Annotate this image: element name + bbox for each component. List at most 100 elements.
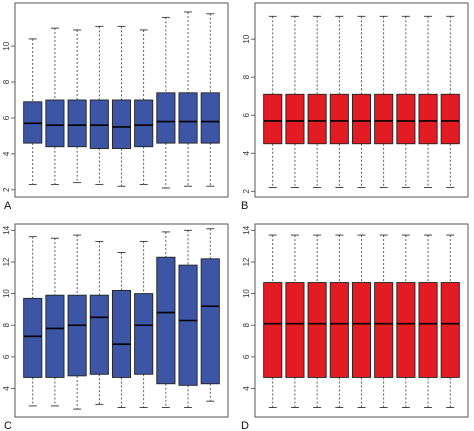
iqr-box (178, 264, 198, 386)
panel-b: 2 4 6 8 10 B (241, 2, 469, 212)
panel-a-y-tick-label: 10 (2, 41, 11, 50)
panel-a-box-2 (45, 27, 65, 185)
panel-c-box-6 (134, 240, 154, 408)
panel-d-y-tick-label: 6 (242, 354, 251, 359)
panel-a-y-axis: 2 4 6 8 10 (2, 41, 15, 192)
iqr-box (351, 282, 372, 378)
iqr-box (200, 258, 220, 385)
iqr-box (418, 282, 438, 378)
iqr-box (396, 93, 416, 145)
panel-c-y-tick-label: 4 (2, 386, 11, 391)
panel-b-box-7 (396, 15, 416, 188)
panel-d-box-5 (351, 234, 372, 408)
iqr-box (307, 282, 327, 378)
panel-d-y-axis: 4 6 8 10 12 14 (242, 225, 255, 391)
panel-b-y-tick-label: 10 (242, 34, 251, 43)
panel-b-box-8 (418, 15, 438, 188)
panel-b-label: B (241, 200, 248, 212)
iqr-box (307, 93, 327, 145)
iqr-box (329, 282, 349, 378)
panel-c-boxes (23, 228, 220, 410)
panel-c-box-2 (45, 237, 65, 407)
panel-a-box-7 (156, 16, 176, 189)
iqr-box (263, 282, 283, 378)
iqr-box (440, 93, 460, 145)
iqr-box (178, 92, 198, 144)
panel-d-y-tick-label: 12 (242, 257, 251, 266)
panel-c: 4 6 8 10 12 14 C (2, 223, 229, 431)
iqr-box (374, 282, 394, 378)
panel-a-y-tick-label: 4 (2, 151, 11, 156)
panel-c-y-axis: 4 6 8 10 12 14 (2, 225, 15, 391)
panel-d-y-tick-label: 14 (242, 225, 251, 234)
panel-c-frame (14, 223, 229, 418)
iqr-box (396, 282, 416, 378)
panel-b-boxes (263, 15, 460, 188)
panel-c-box-9 (200, 228, 220, 402)
panel-a-y-tick-label: 2 (2, 187, 11, 192)
iqr-box (200, 92, 220, 144)
iqr-box (45, 99, 65, 148)
panel-b-box-5 (351, 15, 372, 188)
iqr-box (263, 93, 283, 145)
panel-d-boxes (263, 234, 460, 408)
iqr-box (285, 93, 305, 145)
panel-c-y-tick-label: 6 (2, 354, 11, 359)
panel-a: 2 4 6 8 10 A (2, 2, 229, 212)
panel-d-box-8 (418, 234, 438, 408)
panel-c-y-tick-label: 12 (2, 257, 11, 266)
iqr-box (89, 99, 109, 149)
iqr-box (45, 294, 65, 378)
panel-d: 4 6 8 10 12 14 D (241, 223, 469, 431)
panel-a-box-8 (178, 11, 198, 187)
panel-a-box-3 (67, 29, 87, 184)
panel-a-box-6 (134, 29, 154, 185)
iqr-box (134, 293, 154, 375)
panel-d-y-tick-label: 10 (242, 289, 251, 298)
panel-d-box-7 (396, 234, 416, 408)
iqr-box (89, 294, 109, 375)
panel-c-y-tick-label: 10 (2, 289, 11, 298)
iqr-box (134, 99, 154, 148)
panel-b-frame (254, 2, 469, 198)
panel-d-box-6 (374, 234, 394, 408)
panel-b-box-6 (374, 15, 394, 188)
iqr-box (67, 294, 87, 377)
iqr-box (23, 101, 43, 144)
panel-b-y-tick-label: 4 (242, 150, 251, 155)
panel-c-y-tick-label: 8 (2, 322, 11, 327)
iqr-box (156, 92, 176, 144)
iqr-box (67, 99, 87, 148)
panel-c-box-5 (111, 252, 132, 408)
panel-d-box-3 (307, 234, 327, 408)
panel-d-box-1 (263, 234, 283, 408)
iqr-box (156, 256, 176, 385)
panel-d-box-4 (329, 234, 349, 408)
panel-c-y-tick-label: 14 (2, 225, 11, 234)
panel-b-y-tick-label: 8 (242, 74, 251, 79)
panel-a-label: A (4, 200, 12, 212)
panel-d-frame (254, 223, 469, 418)
panel-a-box-1 (23, 38, 43, 185)
panel-d-label: D (241, 420, 249, 431)
panel-c-label: C (4, 420, 12, 431)
panel-b-box-1 (263, 15, 283, 188)
panel-a-box-9 (200, 13, 220, 187)
panel-c-box-1 (23, 236, 43, 407)
panel-a-box-5 (111, 25, 132, 187)
iqr-box (374, 93, 394, 145)
panel-b-y-tick-label: 6 (242, 112, 251, 117)
iqr-box (329, 93, 349, 145)
panel-c-box-4 (89, 240, 109, 405)
panel-b-box-9 (440, 15, 460, 188)
panel-d-y-tick-label: 4 (242, 386, 251, 391)
iqr-box (111, 99, 132, 149)
iqr-box (23, 297, 43, 378)
panel-a-box-4 (89, 25, 109, 185)
panel-c-box-8 (178, 229, 198, 408)
panel-b-box-3 (307, 15, 327, 188)
iqr-box (285, 282, 305, 378)
panel-d-box-2 (285, 234, 305, 408)
iqr-box (351, 93, 372, 145)
